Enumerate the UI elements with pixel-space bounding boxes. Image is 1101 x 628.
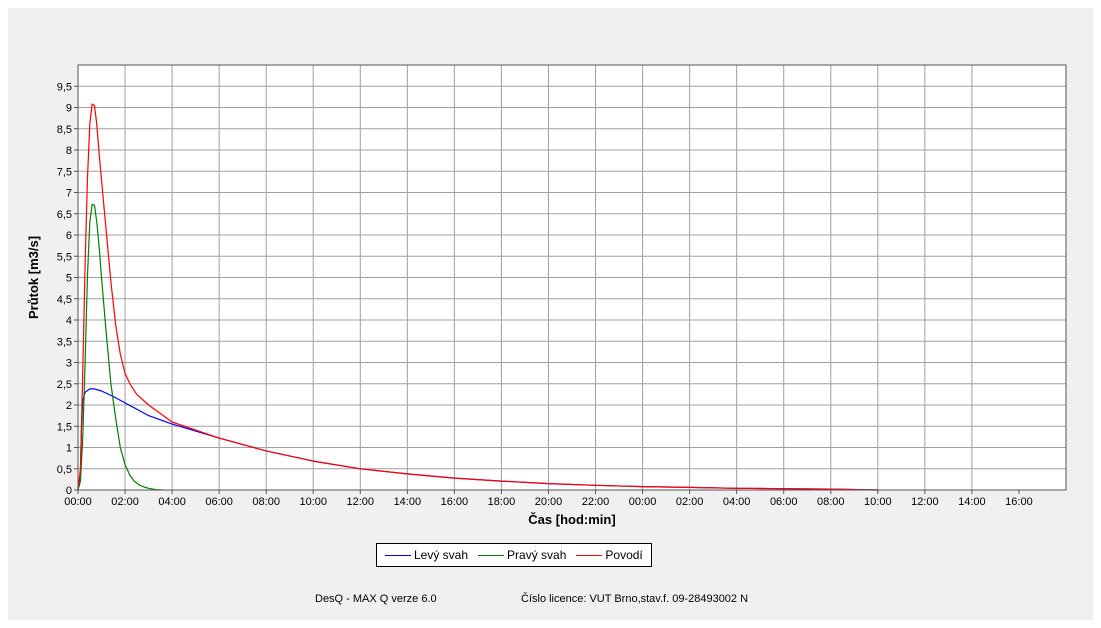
series-line-povodi [77,103,878,491]
x-tick-label: 14:00 [958,496,986,508]
y-tick-label: 6,5 [57,209,72,221]
x-tick-label: 12:00 [347,496,375,508]
x-tick-label: 18:00 [488,496,516,508]
hydrograph-chart: 0 0,5 1 1,5 2 2,5 3 3,5 4 4,5 5 5,5 6 6,5 7 7,5 8 8,5 9 9,5… [26,64,1067,527]
chart-frame: 0 0,5 1 1,5 2 2,5 3 3,5 4 4,5 5 5,5 6 6,5 7 7,5 8 8,5 9 9,5… [8,8,1093,620]
x-tick-label: 16:00 [1005,496,1033,508]
legend-swatch-pravy-svah [478,554,505,556]
x-tick-label: 02:00 [676,496,704,508]
y-tick-label: 8,5 [57,124,72,136]
x-tick-label: 08:00 [252,496,280,508]
x-tick-label: 20:00 [535,496,563,508]
y-tick-label: 7,5 [57,166,72,178]
legend-item-povodi: Povodí [576,548,643,562]
x-tick-label: 10:00 [299,496,327,508]
series-line-pravy-svah [77,203,163,491]
legend-label-levy-svah: Levý svah [414,548,469,562]
y-tick-label: 6 [66,230,72,242]
footer-license-number: Číslo licence: VUT Brno,stav.f. 09-28493… [521,593,749,605]
y-tick-label: 9 [66,103,72,115]
x-tick-label: 04:00 [723,496,751,508]
y-tick-label: 3,5 [57,336,72,348]
y-tick-label: 5 [66,273,72,285]
x-tick-label: 08:00 [817,496,845,508]
x-tick-label: 02:00 [111,496,139,508]
y-tick-label: 0,5 [57,464,72,476]
y-tick-label: 2,5 [57,379,72,391]
x-axis-title: Čas [hod:min] [528,512,615,527]
x-axis-ticks: 00:00 02:00 04:00 06:00 08:00 10:00 12:00 14:00… [64,490,1033,508]
x-tick-label: 06:00 [770,496,798,508]
y-axis-ticks: 0 0,5 1 1,5 2 2,5 3 3,5 4 4,5 5 5,5 6 6,5 7 7,5 8 8,5 9 9,5 [57,81,78,497]
x-tick-label: 00:00 [64,496,92,508]
y-tick-label: 4 [66,315,72,327]
legend-swatch-levy-svah [385,554,411,556]
y-tick-label: 4,5 [57,294,72,306]
legend-label-pravy-svah: Pravý svah [507,548,567,562]
y-tick-label: 8 [66,145,72,157]
y-tick-label: 0 [66,485,72,497]
y-tick-label: 1 [66,443,72,455]
y-tick-label: 3 [66,358,72,370]
y-tick-label: 1,5 [57,421,72,433]
y-tick-label: 7 [66,188,72,200]
y-tick-label: 5,5 [57,251,72,263]
x-tick-label: 04:00 [158,496,186,508]
x-tick-label: 16:00 [441,496,469,508]
horizontal-gridlines [78,85,1066,470]
x-tick-label: 06:00 [205,496,233,508]
x-tick-label: 14:00 [394,496,422,508]
y-tick-label: 2 [66,400,72,412]
x-tick-label: 10:00 [864,496,892,508]
x-tick-label: 12:00 [911,496,939,508]
footer-product-version: DesQ - MAX Q verze 6.0 [315,593,437,605]
legend-item-pravy-svah: Pravý svah [478,548,566,562]
legend-item-levy-svah: Levý svah [385,548,468,562]
y-tick-label: 9,5 [57,81,72,93]
series-layer [77,103,878,491]
legend: Levý svah Pravý svah Povodí [376,543,652,567]
legend-label-povodi: Povodí [605,548,643,562]
x-tick-label: 00:00 [629,496,657,508]
y-axis-title: Průtok [m3/s] [26,236,41,319]
x-tick-label: 22:00 [582,496,610,508]
legend-swatch-povodi [576,554,603,556]
